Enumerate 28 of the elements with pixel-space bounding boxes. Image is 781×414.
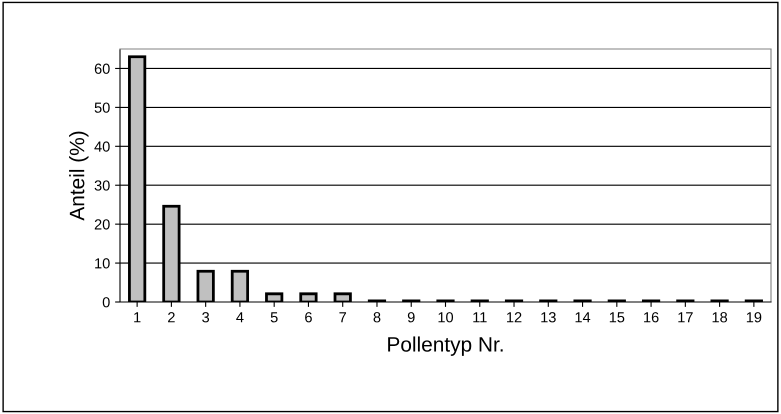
x-axis-title: Pollentyp Nr. <box>388 336 503 356</box>
x-tick-label: 16 <box>644 312 659 322</box>
x-tick-label: 11 <box>473 312 487 322</box>
y-tick-label: 30 <box>94 180 110 191</box>
x-tick-label: 10 <box>438 312 454 322</box>
x-tick-label: 17 <box>678 312 693 322</box>
x-tick-label: 6 <box>305 312 312 322</box>
y-tick-label: 10 <box>95 258 110 269</box>
x-tick-label: 7 <box>339 312 346 322</box>
y-tick-label: 50 <box>94 102 110 113</box>
y-tick-label: 60 <box>94 64 110 74</box>
x-tick-label: 5 <box>270 312 278 322</box>
x-tick-label: 13 <box>541 312 556 322</box>
x-tick-label: 2 <box>168 312 175 322</box>
x-tick-label: 15 <box>610 312 624 322</box>
x-tick-label: 4 <box>236 312 244 322</box>
y-tick-label: 20 <box>94 219 110 230</box>
x-tick-label: 1 <box>134 312 140 322</box>
x-tick-label: 12 <box>507 312 522 322</box>
x-tick-label: 3 <box>202 312 210 322</box>
y-tick-label: 40 <box>94 141 110 152</box>
x-tick-label: 18 <box>712 312 728 322</box>
y-tick-label: 0 <box>102 297 110 308</box>
x-tick-label: 8 <box>374 312 380 322</box>
x-tick-label: 19 <box>746 312 762 322</box>
y-axis-title: Anteil (%) <box>69 132 88 221</box>
x-tick-label: 9 <box>408 312 415 322</box>
x-tick-label: 14 <box>576 312 590 322</box>
